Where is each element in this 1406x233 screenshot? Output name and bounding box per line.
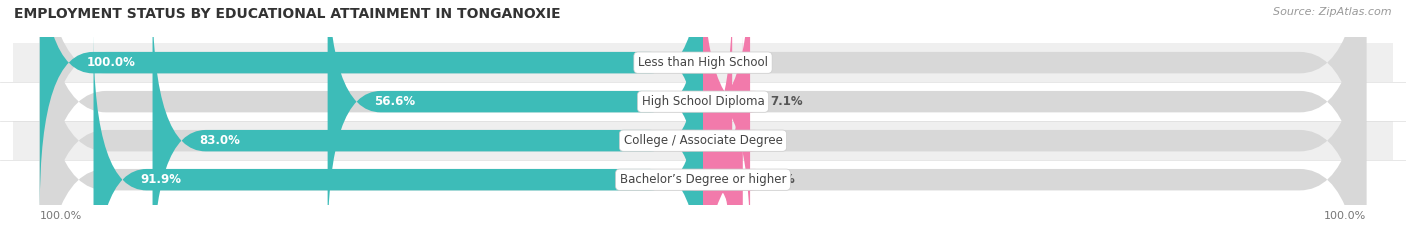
Text: 100.0%: 100.0% — [86, 56, 135, 69]
Text: College / Associate Degree: College / Associate Degree — [624, 134, 782, 147]
Text: 56.6%: 56.6% — [374, 95, 415, 108]
Text: 6.0%: 6.0% — [762, 173, 796, 186]
Text: 7.1%: 7.1% — [770, 95, 803, 108]
FancyBboxPatch shape — [13, 121, 1393, 160]
Text: 4.4%: 4.4% — [752, 134, 785, 147]
Text: 91.9%: 91.9% — [141, 173, 181, 186]
Text: 100.0%: 100.0% — [1324, 211, 1367, 221]
Text: Bachelor’s Degree or higher: Bachelor’s Degree or higher — [620, 173, 786, 186]
FancyBboxPatch shape — [13, 43, 1393, 82]
FancyBboxPatch shape — [94, 34, 703, 233]
Text: 100.0%: 100.0% — [39, 211, 82, 221]
Text: Source: ZipAtlas.com: Source: ZipAtlas.com — [1274, 7, 1392, 17]
FancyBboxPatch shape — [152, 0, 703, 233]
FancyBboxPatch shape — [328, 0, 703, 233]
FancyBboxPatch shape — [679, 0, 756, 233]
FancyBboxPatch shape — [690, 34, 756, 233]
FancyBboxPatch shape — [39, 0, 1367, 233]
Text: 83.0%: 83.0% — [200, 134, 240, 147]
Text: Less than High School: Less than High School — [638, 56, 768, 69]
Text: 0.0%: 0.0% — [723, 56, 755, 69]
FancyBboxPatch shape — [39, 0, 1367, 233]
FancyBboxPatch shape — [39, 0, 1367, 233]
FancyBboxPatch shape — [697, 0, 756, 233]
FancyBboxPatch shape — [13, 160, 1393, 199]
FancyBboxPatch shape — [39, 0, 703, 208]
FancyBboxPatch shape — [39, 0, 1367, 233]
FancyBboxPatch shape — [13, 82, 1393, 121]
Text: EMPLOYMENT STATUS BY EDUCATIONAL ATTAINMENT IN TONGANOXIE: EMPLOYMENT STATUS BY EDUCATIONAL ATTAINM… — [14, 7, 561, 21]
Text: High School Diploma: High School Diploma — [641, 95, 765, 108]
